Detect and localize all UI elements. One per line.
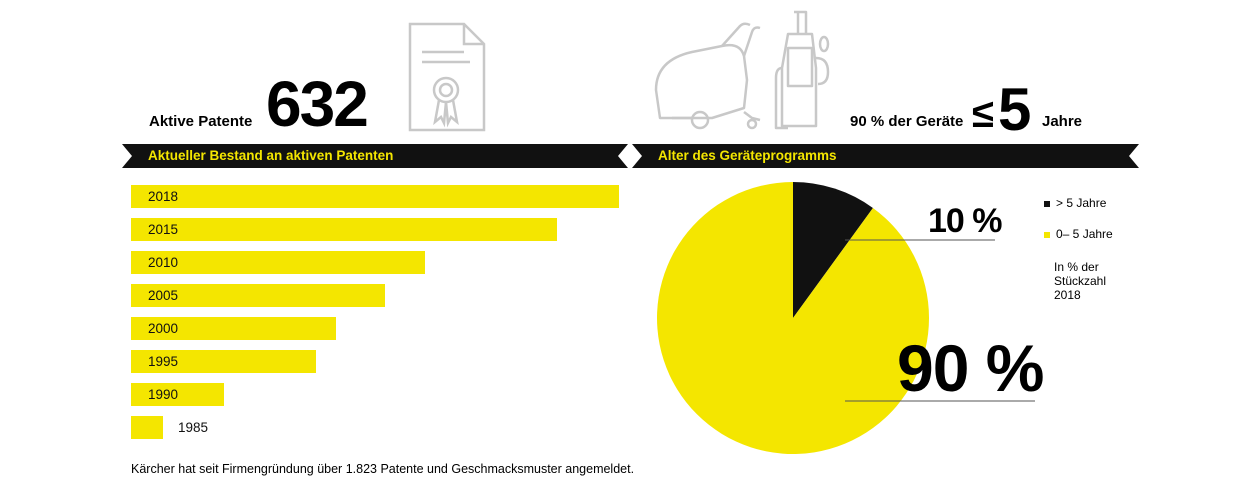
device-age-unit: Jahre [1042,113,1083,130]
bar-label-2005: 2005 [148,288,179,303]
patents-banner: Aktueller Bestand an aktiven Patenten [122,144,628,168]
bar-label-1995: 1995 [148,354,179,369]
bar-1995 [131,350,316,373]
pie-note-line-3: 2018 [1054,288,1081,302]
bar-label-2018: 2018 [148,189,179,204]
bar-1985 [131,416,163,439]
legend-swatch-dark [1044,201,1050,207]
footer-note: Kärcher hat seit Firmengründung über 1.8… [131,462,635,476]
patents-bar-chart: 2018201555220103812005329200026619952391… [131,185,619,439]
pie-label-10: 10 % [928,202,1002,240]
device-share-label: 90 % der Geräte [850,113,964,130]
bar-2005 [131,284,385,307]
bar-label-1985: 1985 [178,420,209,435]
bar-label-2015: 2015 [148,222,179,237]
bar-1990 [131,383,224,406]
bar-label-2000: 2000 [148,321,179,336]
bar-label-2010: 2010 [148,255,179,270]
pie-note: In % der Stückzahl 2018 [1054,260,1106,302]
certificate-icon [408,22,486,132]
active-patents-label: Aktive Patente [149,113,253,130]
device-age-value: 5 [998,76,1032,143]
bar-2015 [131,218,557,241]
pie-note-line-1: In % der [1054,260,1099,274]
floor-scrubber-icon [654,22,761,130]
legend-swatch-yellow [1044,232,1050,238]
legend-label-over-5: > 5 Jahre [1056,196,1107,210]
pie-label-90: 90 % [897,331,1044,405]
pressure-washer-icon [774,10,830,130]
bar-label-1990: 1990 [148,387,179,402]
legend-label-0-5: 0– 5 Jahre [1056,227,1113,241]
pie-slice-over-5-years [793,182,873,318]
legend-item-over-5: > 5 Jahre [1044,196,1106,210]
less-equal-symbol: ≤ [972,92,994,136]
bar-2010 [131,251,425,274]
pie-note-line-2: Stückzahl [1054,274,1107,288]
device-age-pie-chart [657,182,1035,454]
bar-2000 [131,317,336,340]
bar-2018 [131,185,619,208]
active-patents-value: 632 [266,68,369,140]
pie-slice-0-5-years [657,182,930,454]
device-age-banner: Alter des Geräteprogramms [632,144,1139,168]
legend-item-0-5: 0– 5 Jahre [1044,227,1113,241]
